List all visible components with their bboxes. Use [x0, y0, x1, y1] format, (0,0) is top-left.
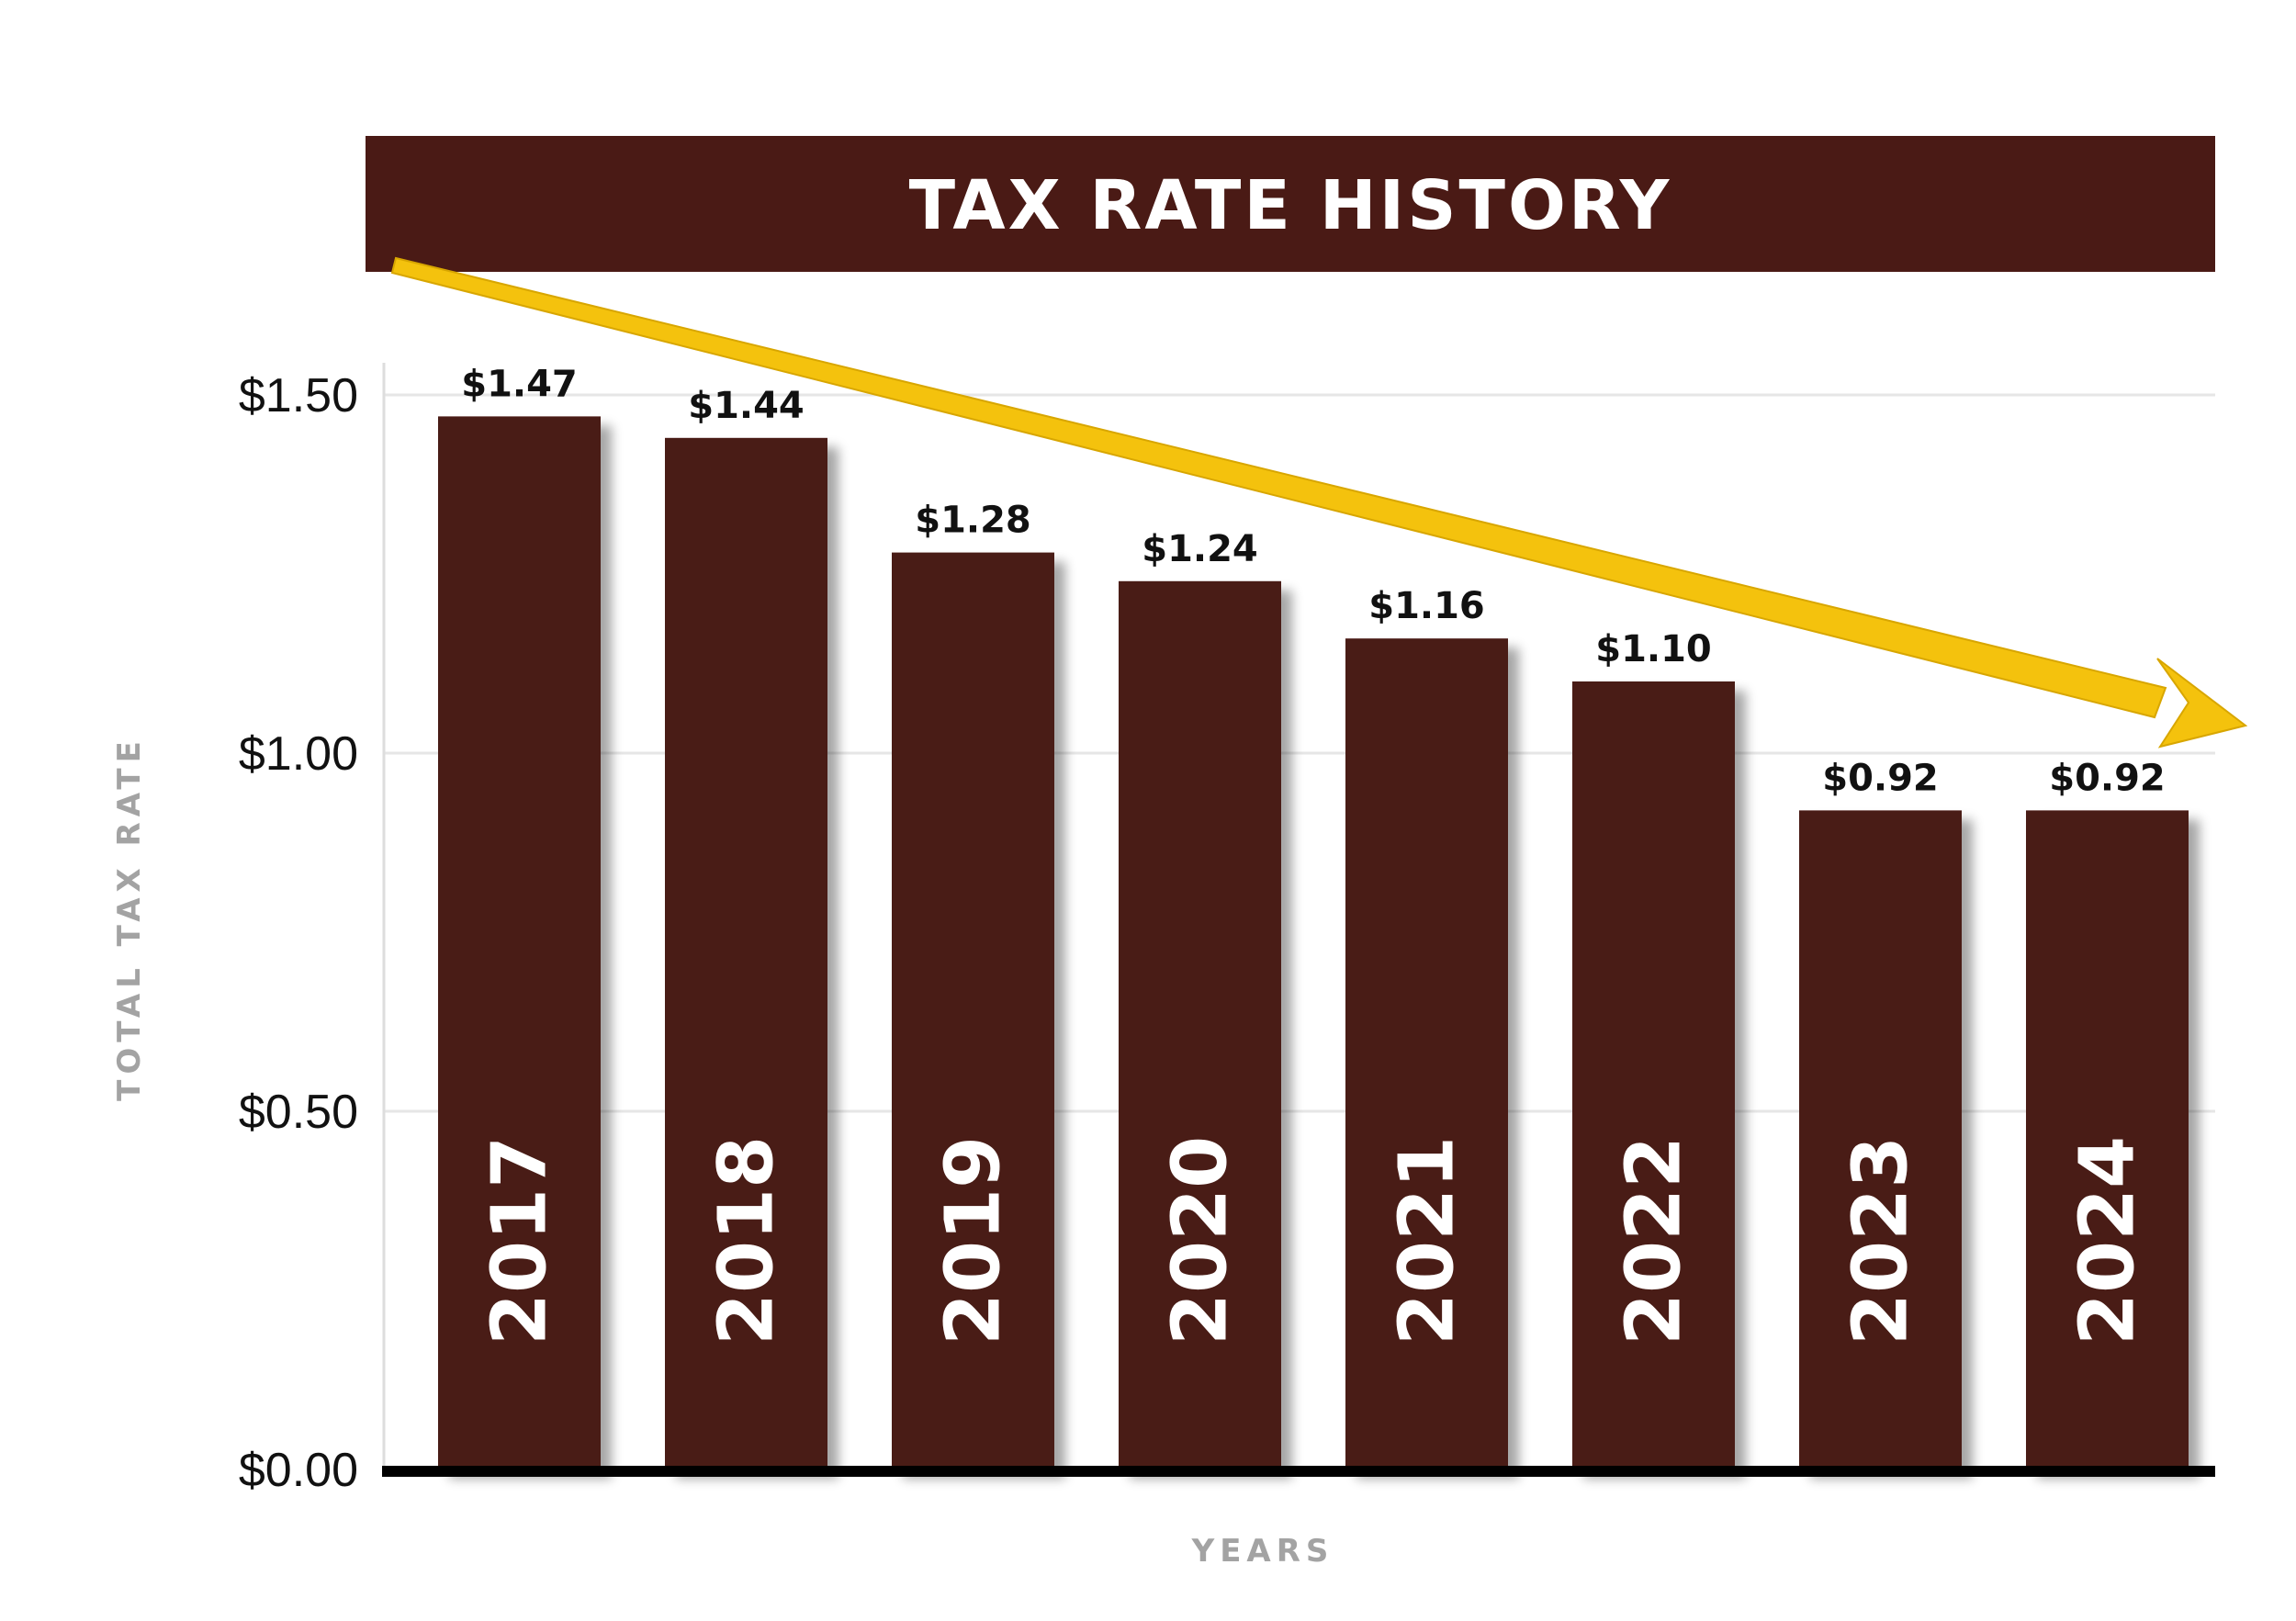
y-tick-labels: $0.00 $0.50 $1.00 $1.50 — [239, 369, 358, 1497]
category-label-2018: 2018 — [703, 1136, 791, 1345]
bar-2022 — [1572, 681, 1735, 1469]
y-tick-label: $0.00 — [239, 1444, 358, 1497]
category-label-2023: 2023 — [1838, 1136, 1925, 1345]
y-tick-label: $1.00 — [239, 727, 358, 781]
category-label-2022: 2022 — [1611, 1136, 1698, 1345]
bar-2021 — [1345, 638, 1508, 1469]
value-label-2023: $0.92 — [1822, 757, 1939, 799]
bars: $1.47 2017 $1.44 2018 $1.28 2019 $1.24 2020 $1.1… — [438, 363, 2189, 1469]
bar-2019 — [892, 552, 1054, 1469]
bar-2020 — [1119, 580, 1281, 1469]
bar-2018 — [665, 437, 827, 1469]
value-label-2017: $1.47 — [461, 363, 578, 405]
value-label-2020: $1.24 — [1142, 528, 1258, 570]
bar-2024 — [2026, 810, 2189, 1469]
value-label-2024: $0.92 — [2049, 757, 2166, 799]
category-label-2017: 2017 — [477, 1136, 564, 1345]
title-band — [366, 136, 2215, 272]
y-axis-title: TOTAL TAX RATE — [111, 736, 148, 1101]
value-label-2019: $1.28 — [915, 500, 1031, 542]
chart-title: TAX RATE HISTORY — [909, 166, 1672, 245]
value-label-2018: $1.44 — [688, 385, 805, 427]
category-label-2021: 2021 — [1384, 1136, 1471, 1345]
trend-arrow — [390, 256, 2248, 749]
value-label-2021: $1.16 — [1368, 585, 1485, 627]
y-tick-label: $1.50 — [239, 369, 358, 422]
category-label-2019: 2019 — [930, 1136, 1018, 1345]
bar-2017 — [438, 416, 601, 1469]
value-label-2022: $1.10 — [1595, 628, 1712, 670]
y-tick-label: $0.50 — [239, 1086, 358, 1139]
bar-2023 — [1799, 810, 1962, 1469]
category-label-2020: 2020 — [1157, 1136, 1244, 1345]
category-label-2024: 2024 — [2065, 1136, 2152, 1345]
x-axis-title: YEARS — [1191, 1533, 1334, 1570]
